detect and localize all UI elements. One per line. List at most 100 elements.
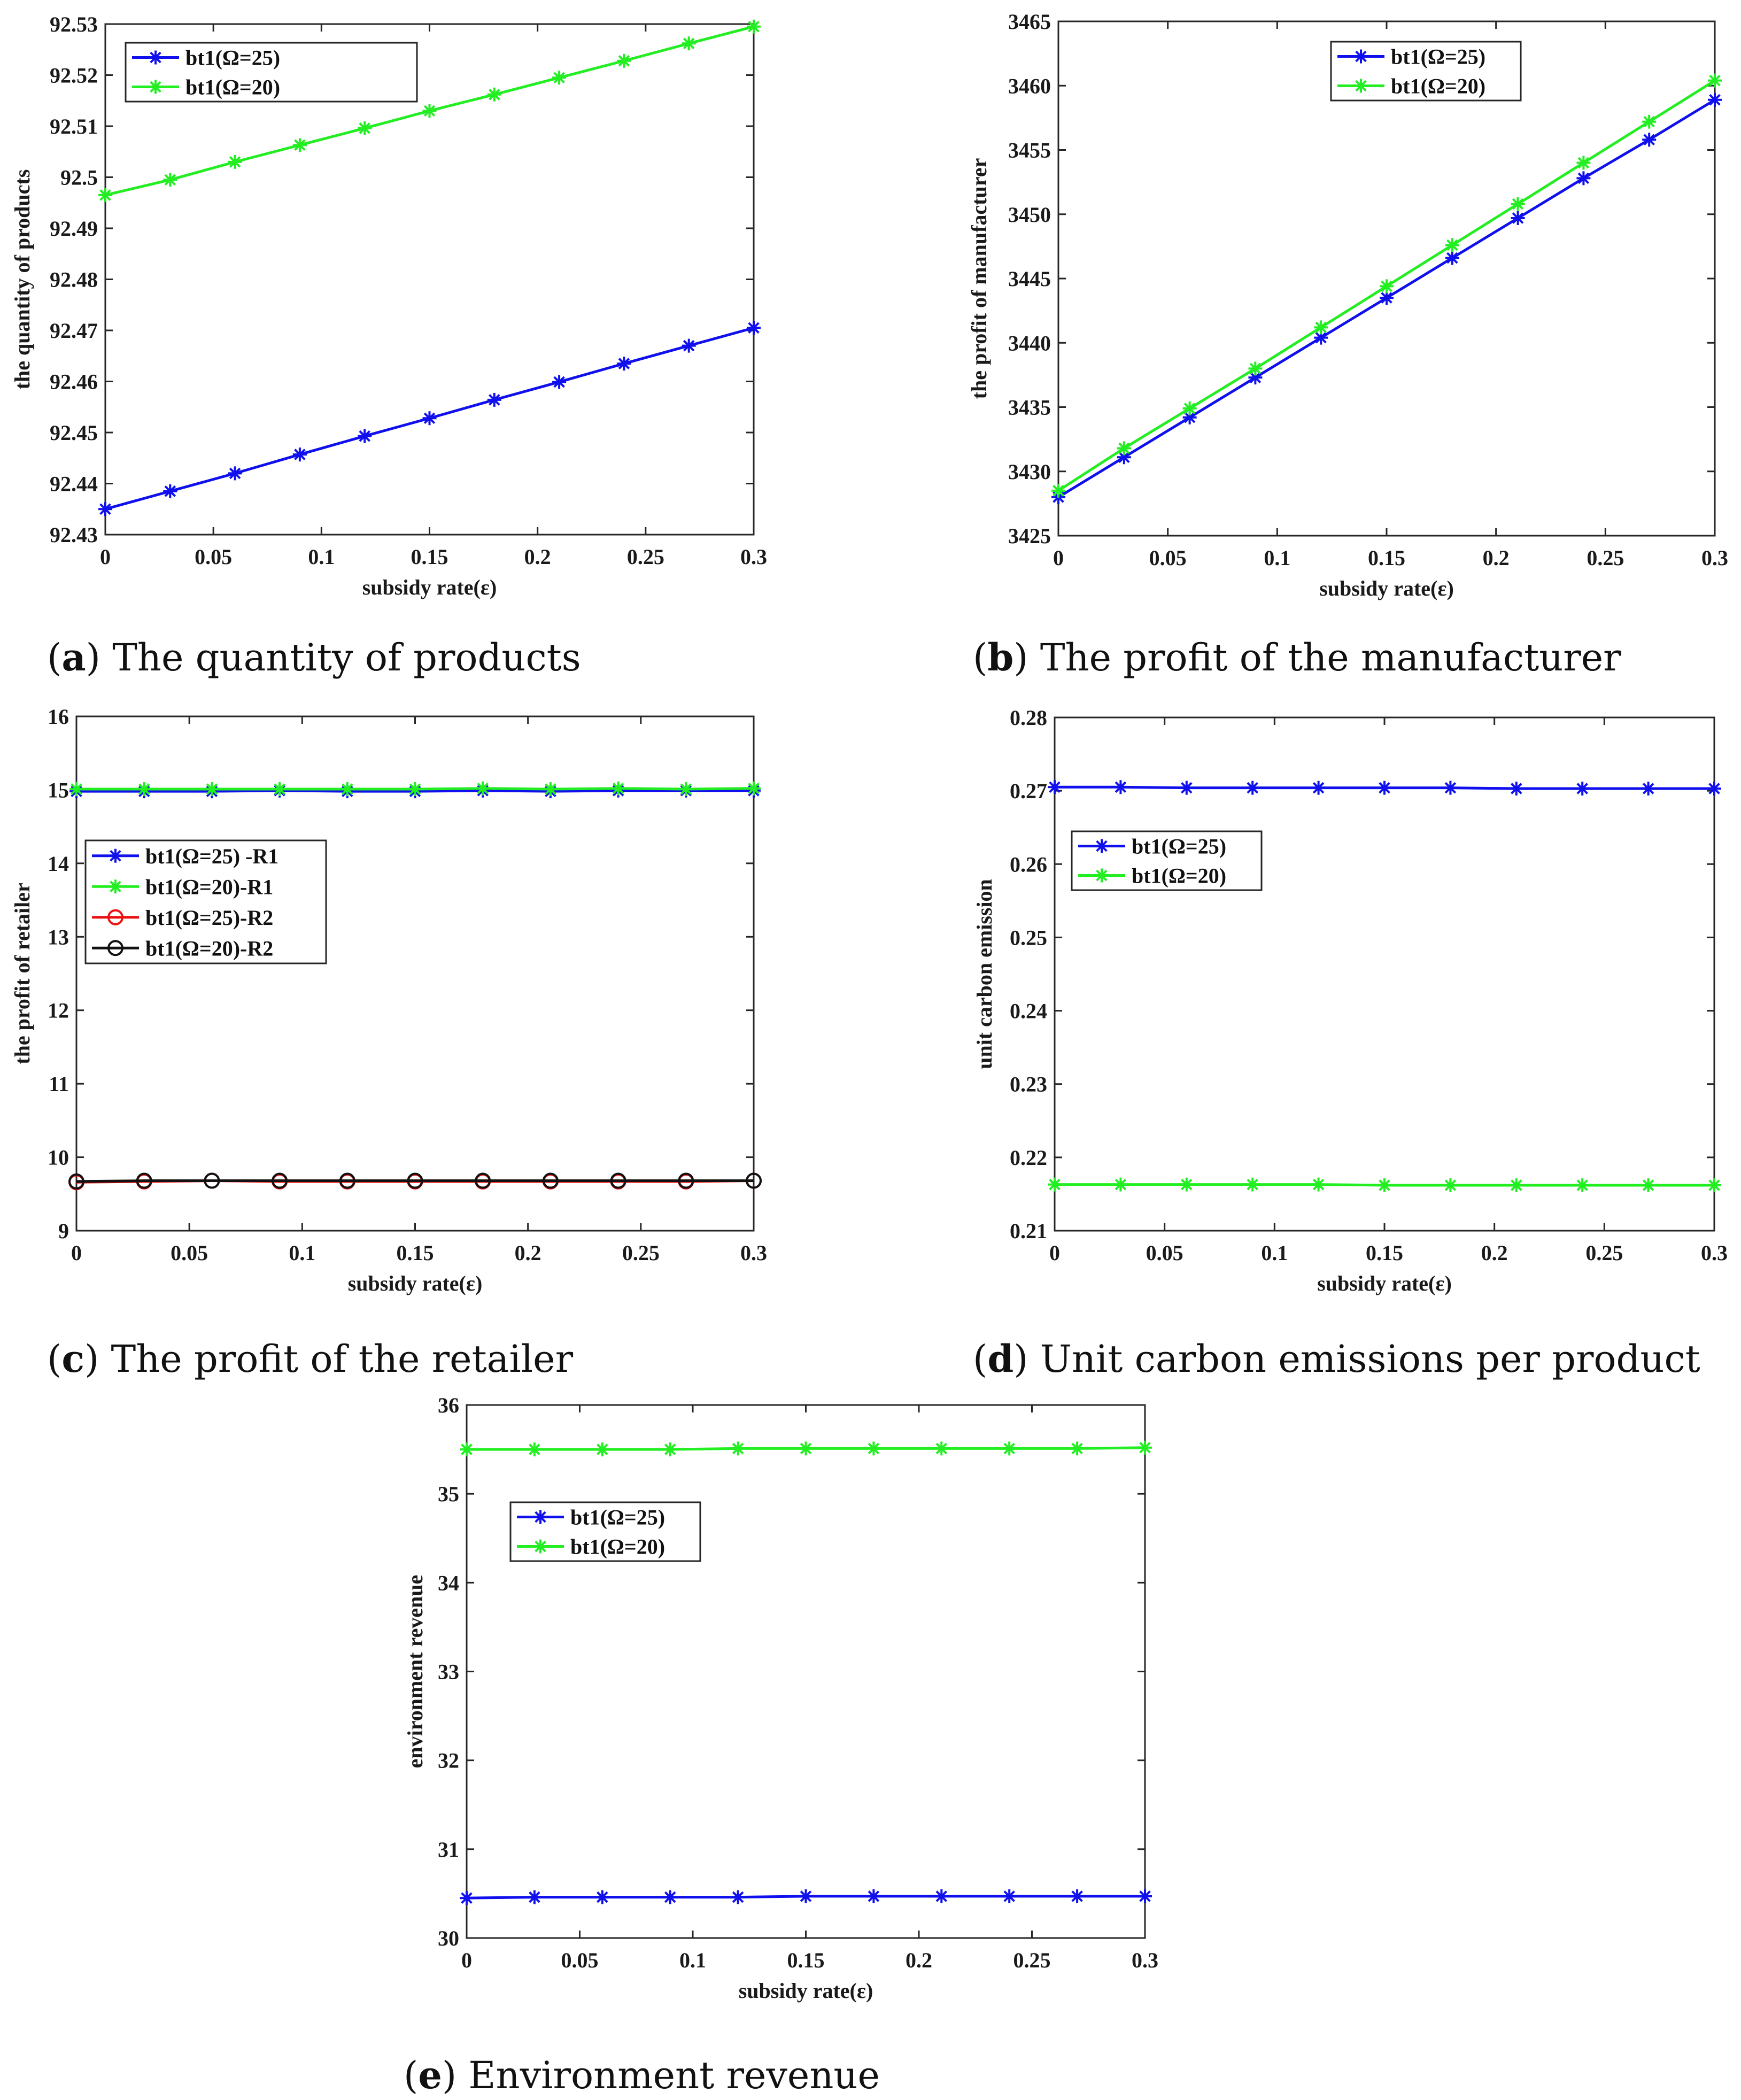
legend-marker bbox=[149, 80, 163, 94]
legend-marker bbox=[1095, 839, 1109, 853]
data-point bbox=[272, 1172, 288, 1189]
chart-panel-d: 0 0.05 0.1 0.15 0.2 0.25 0.3 0.21 0.22 0.23 0.24 0.… bbox=[972, 706, 1728, 1295]
y-tick-label: 92.53 bbox=[50, 12, 98, 36]
data-point bbox=[340, 782, 354, 797]
legend-box bbox=[84, 839, 327, 964]
data-point bbox=[228, 155, 242, 169]
data-point bbox=[1311, 781, 1326, 795]
data-point bbox=[527, 1442, 541, 1457]
legend-label: bt1(Ω=25) -R1 bbox=[145, 844, 278, 868]
legend-label: bt1(Ω=25) bbox=[570, 1505, 665, 1530]
legend-label: bt1(Ω=20)-R1 bbox=[145, 875, 273, 899]
series-1 bbox=[69, 781, 761, 797]
legend-label: bt1(Ω=20) bbox=[185, 75, 280, 99]
data-point bbox=[542, 1172, 559, 1189]
y-tick-label: 3450 bbox=[1008, 203, 1051, 227]
y-tick-label: 92.45 bbox=[50, 421, 98, 445]
data-point bbox=[1443, 1178, 1458, 1192]
caption-c: (c) The profit of the retailer bbox=[47, 1337, 574, 1381]
data-point bbox=[1708, 92, 1722, 107]
data-point bbox=[69, 782, 83, 797]
data-point bbox=[98, 188, 112, 202]
y-tick-label: 9 bbox=[58, 1219, 69, 1243]
data-point bbox=[1248, 361, 1263, 376]
data-point bbox=[595, 1442, 609, 1457]
caption-e: (e) Environment revenue bbox=[404, 2053, 880, 2097]
data-point bbox=[678, 1172, 694, 1189]
data-point bbox=[595, 1890, 609, 1904]
data-point bbox=[68, 1173, 84, 1190]
x-tick-label: 0.1 bbox=[289, 1241, 315, 1265]
legend-box bbox=[1330, 41, 1522, 102]
data-point bbox=[339, 1172, 355, 1189]
legend-marker bbox=[533, 1510, 547, 1524]
data-point bbox=[1314, 320, 1328, 335]
plot-area bbox=[1057, 20, 1716, 537]
y-axis-label: unit carbon emission bbox=[972, 879, 996, 1069]
data-point bbox=[1048, 780, 1062, 794]
data-point bbox=[1445, 251, 1459, 265]
plot-area bbox=[75, 715, 755, 1232]
x-tick-label: 0.2 bbox=[1483, 546, 1510, 570]
data-point bbox=[358, 121, 372, 135]
x-tick-label: 0.2 bbox=[524, 545, 551, 569]
data-point bbox=[1113, 1177, 1128, 1192]
y-tick-label: 3460 bbox=[1008, 74, 1051, 98]
y-tick-label: 3445 bbox=[1008, 267, 1051, 291]
data-point bbox=[679, 782, 693, 797]
x-tick-label: 0.1 bbox=[1264, 546, 1290, 570]
x-tick-label: 0.25 bbox=[1587, 546, 1624, 570]
x-tick-label: 0 bbox=[71, 1241, 82, 1265]
x-tick-label: 0.05 bbox=[1149, 546, 1187, 570]
x-tick-label: 0.15 bbox=[411, 545, 448, 569]
legend: bt1(Ω=25) bt1(Ω=20) bbox=[509, 1501, 701, 1562]
y-tick-label: 0.21 bbox=[1010, 1219, 1047, 1243]
data-point bbox=[1182, 410, 1197, 424]
legend: bt1(Ω=25) bt1(Ω=20) bbox=[125, 42, 418, 103]
y-tick-label: 3440 bbox=[1008, 331, 1051, 355]
data-point bbox=[527, 1890, 541, 1904]
data-point bbox=[1311, 1177, 1326, 1192]
y-tick-label: 3455 bbox=[1008, 138, 1051, 163]
data-point bbox=[1117, 441, 1131, 455]
data-point bbox=[98, 502, 112, 516]
data-point bbox=[1117, 450, 1131, 465]
legend-marker bbox=[1354, 49, 1368, 64]
data-point bbox=[1641, 782, 1655, 796]
data-point bbox=[731, 1441, 745, 1456]
y-tick-label: 15 bbox=[48, 778, 69, 802]
plot-area bbox=[466, 1404, 1146, 1939]
series-3 bbox=[68, 1172, 762, 1190]
x-tick-label: 0.15 bbox=[787, 1948, 825, 1972]
data-point bbox=[1051, 483, 1065, 498]
series-0 bbox=[460, 1889, 1152, 1905]
y-tick-label: 3425 bbox=[1008, 524, 1051, 548]
y-tick-label: 3465 bbox=[1008, 10, 1051, 34]
y-tick-label: 36 bbox=[438, 1393, 459, 1417]
legend: bt1(Ω=25) bt1(Ω=20) bbox=[1071, 830, 1263, 891]
data-point bbox=[1707, 782, 1721, 796]
x-tick-label: 0.25 bbox=[1013, 1948, 1051, 1972]
data-point bbox=[408, 782, 422, 797]
data-point bbox=[422, 104, 437, 118]
y-tick-label: 0.22 bbox=[1010, 1146, 1047, 1170]
data-point bbox=[1576, 171, 1591, 186]
x-tick-label: 0.15 bbox=[1366, 1241, 1403, 1265]
data-point bbox=[1138, 1440, 1152, 1455]
y-tick-label: 92.47 bbox=[50, 319, 98, 343]
series-0 bbox=[1051, 92, 1722, 504]
data-point bbox=[543, 782, 558, 797]
y-tick-label: 92.52 bbox=[50, 64, 98, 88]
data-point bbox=[682, 36, 696, 51]
x-tick-label: 0.05 bbox=[195, 545, 232, 569]
legend-label: bt1(Ω=20)-R2 bbox=[145, 936, 273, 960]
x-tick-label: 0.05 bbox=[561, 1948, 599, 1972]
x-tick-label: 0.2 bbox=[515, 1241, 541, 1265]
data-point bbox=[552, 375, 567, 389]
x-tick-label: 0.1 bbox=[308, 545, 335, 569]
caption-b: (b) The profit of the manufacturer bbox=[973, 635, 1621, 680]
data-point bbox=[460, 1891, 474, 1905]
chart-panel-c: 0 0.05 0.1 0.15 0.2 0.25 0.3 9 10 11 12 13 14 15 16 sub… bbox=[10, 705, 767, 1295]
data-point bbox=[1179, 1177, 1194, 1192]
x-tick-label: 0.15 bbox=[397, 1241, 434, 1265]
